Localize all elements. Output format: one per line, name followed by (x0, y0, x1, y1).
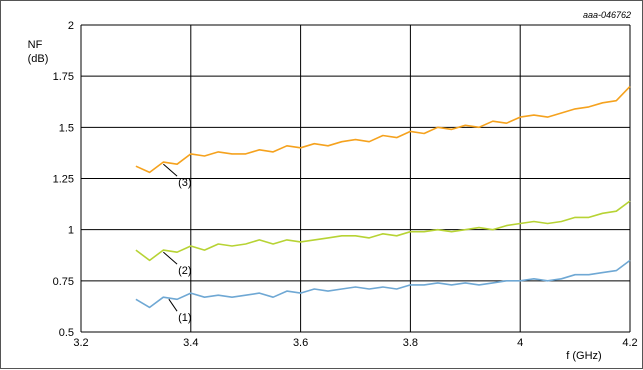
series-line-1 (135, 259, 631, 309)
figure-code: aaa-046762 (583, 10, 631, 20)
y-tick-label-5: 1.75 (53, 71, 74, 83)
x-tick-label-4: 4 (517, 337, 523, 349)
grid (80, 24, 631, 333)
callout-label-1: (1) (178, 312, 191, 324)
callout-leader-2 (163, 251, 178, 265)
x-tick-label-1: 3.4 (183, 337, 198, 349)
callout-leader-1 (168, 298, 178, 312)
y-tick-label-0: 0.5 (59, 327, 74, 339)
series-group (135, 85, 631, 309)
x-axis-label: f (GHz) (566, 350, 601, 362)
x-tick-label-5: 4.2 (622, 337, 637, 349)
y-tick-label-3: 1.25 (53, 174, 74, 186)
callout-label-2: (2) (178, 265, 191, 277)
callout-leader-3 (163, 163, 178, 177)
x-tick-label-0: 3.2 (73, 337, 88, 349)
y-tick-label-4: 1.5 (59, 122, 74, 134)
y-tick-label-2: 1 (68, 225, 74, 237)
series-line-2 (135, 200, 631, 262)
callouts-group: (1) (2) (3) (163, 163, 192, 324)
y-axis-label-line1: NF (28, 39, 43, 51)
x-tick-label-3: 3.8 (403, 337, 418, 349)
x-tick-label-2: 3.6 (293, 337, 308, 349)
y-tick-label-6: 2 (68, 20, 74, 32)
y-axis-label-line2: (dB) (28, 53, 49, 65)
callout-label-3: (3) (178, 177, 191, 189)
y-tick-label-1: 0.75 (53, 276, 74, 288)
tick-labels: 3.2 3.4 3.6 3.8 4 4.2 0.5 0.75 1 1.25 1.5 1.75 2 (53, 20, 638, 349)
series-line-3 (135, 85, 631, 174)
